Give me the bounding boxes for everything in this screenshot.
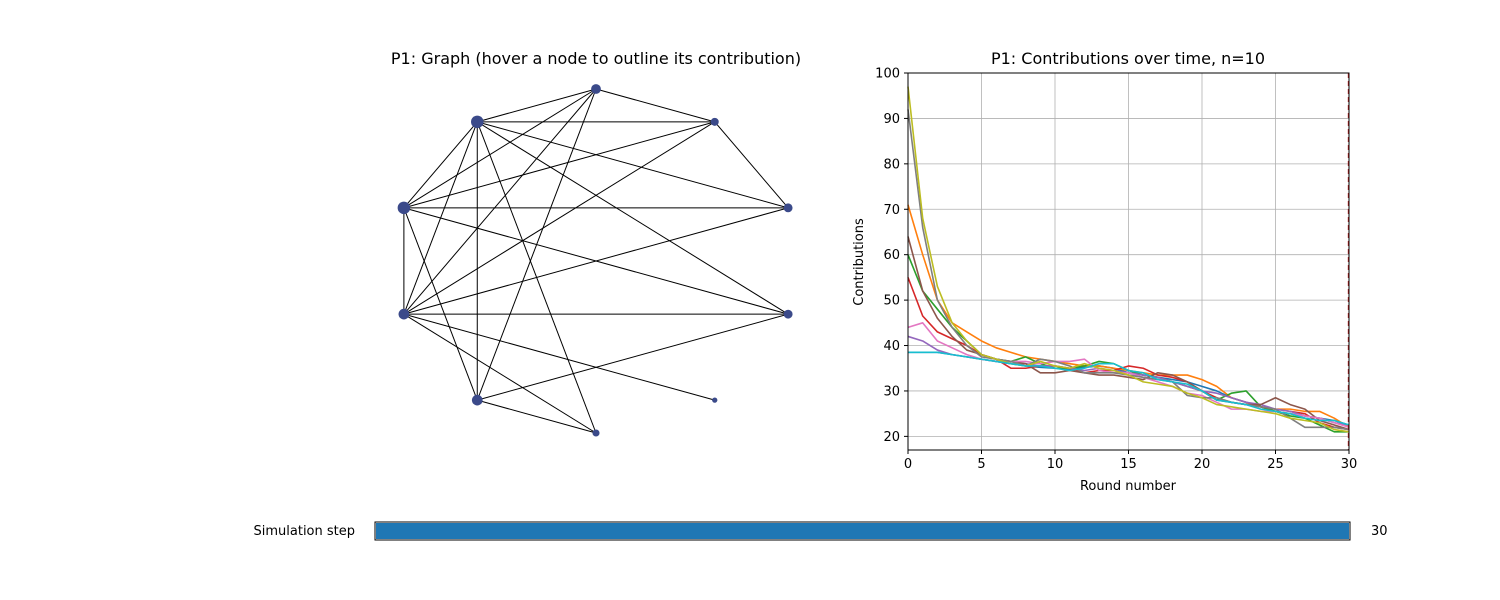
graph-node-8[interactable] [471,115,484,129]
graph-edge [714,121,789,209]
chart-grid [907,72,1350,450]
chart-series [907,86,1350,433]
y-tick-label: 40 [883,339,900,354]
graph-edge [403,313,597,434]
graph-edge [403,313,715,401]
graph-node-3[interactable] [712,397,718,403]
graph-edge [403,88,597,209]
chart-ticks: 0 5 10 15 20 25 30 20 30 40 50 60 70 80 90 100 [875,67,1357,473]
slider-fill[interactable] [376,523,1349,539]
y-tick-label: 20 [883,430,900,445]
graph-edge [477,399,597,434]
graph-edge [403,207,789,315]
graph-panel-title: P1: Graph (hover a node to outline its c… [391,49,801,68]
graph-edge [403,121,478,315]
simulation-step-slider[interactable] [374,521,1351,541]
x-tick-label: 20 [1194,457,1211,472]
graph-edge [477,313,789,401]
graph-edge [476,121,597,434]
y-tick-label: 80 [883,157,900,172]
graph-edge [403,121,715,209]
series-line-9 [908,351,1350,426]
graph-edge [476,88,597,401]
x-tick-label: 25 [1267,457,1284,472]
graph-edge [403,121,715,315]
graph-edge [477,121,789,315]
x-axis-label: Round number [1080,479,1177,494]
y-tick-label: 30 [883,384,900,399]
graph-node-4[interactable] [592,429,600,437]
graph-edge [403,207,478,401]
graph-edge [477,121,789,209]
graph-edge [595,88,715,123]
y-axis-label: Contributions [852,218,867,306]
series-line-8 [907,86,1350,433]
y-tick-label: 50 [883,294,900,309]
chart-title: P1: Contributions over time, n=10 [991,49,1265,68]
x-tick-label: 10 [1047,457,1064,472]
x-tick-label: 15 [1120,457,1137,472]
graph-node-9[interactable] [591,84,601,94]
y-tick-label: 70 [883,203,900,218]
graph-node-7[interactable] [397,201,411,215]
graph-edge [403,121,478,209]
graph-nodes[interactable] [397,84,793,437]
graph-node-2[interactable] [783,309,793,319]
graph-edge [477,88,597,123]
y-tick-label: 100 [875,67,900,82]
graph-node-5[interactable] [471,394,483,406]
y-tick-label: 60 [883,248,900,263]
x-tick-label: 0 [904,457,912,472]
slider-label: Simulation step [254,524,356,539]
slider-value: 30 [1371,524,1388,539]
graph-edges [403,88,789,434]
y-tick-label: 90 [883,112,900,127]
x-tick-label: 30 [1341,457,1358,472]
graph-node-0[interactable] [710,117,719,126]
x-tick-label: 5 [977,457,985,472]
graph-node-6[interactable] [398,308,410,320]
graph-edge [403,88,597,315]
graph-node-1[interactable] [783,203,793,213]
